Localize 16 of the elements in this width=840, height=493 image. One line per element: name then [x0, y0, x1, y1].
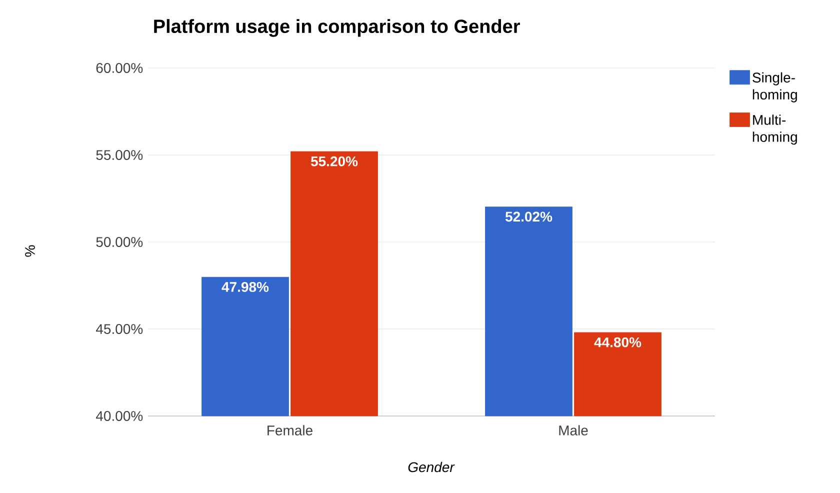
y-tick-label: 55.00% [96, 150, 143, 160]
y-tick-label: 40.00% [96, 411, 143, 421]
data-label: 55.20% [310, 156, 358, 166]
data-label: 52.02% [505, 212, 552, 222]
x-tick-label: Female [268, 425, 312, 436]
legend-label: Multi-homing [752, 114, 797, 145]
y-tick-label: 45.00% [96, 324, 143, 334]
y-axis-title: % [25, 245, 35, 257]
data-label: 44.80% [594, 337, 642, 348]
y-tick-label: 50.00% [96, 237, 143, 247]
x-axis-title: Gender [408, 462, 455, 472]
y-tick-label: 60.00% [96, 63, 143, 73]
data-label: 47.98% [222, 282, 269, 292]
x-tick-label: Male [559, 425, 588, 436]
chart-title: Platform usage in comparison to Gender [154, 19, 520, 37]
legend-label: Single-homing [752, 72, 797, 102]
